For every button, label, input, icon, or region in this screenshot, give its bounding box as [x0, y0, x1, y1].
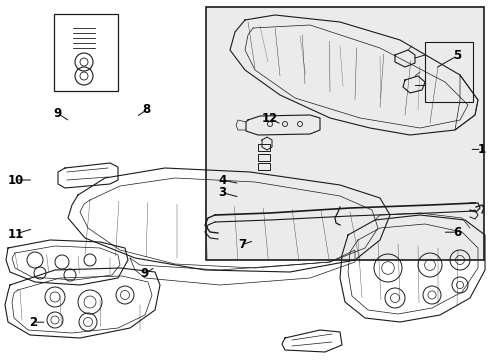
Bar [258, 163, 269, 170]
Bar [258, 144, 269, 151]
Bar [424, 42, 472, 102]
Text: 12: 12 [261, 112, 278, 125]
Text: 9: 9 [140, 267, 148, 280]
Text: 1: 1 [477, 143, 485, 156]
Text: 8: 8 [142, 103, 150, 116]
Text: 7: 7 [238, 238, 245, 251]
Text: 9: 9 [54, 107, 61, 120]
FancyBboxPatch shape [54, 14, 118, 91]
Text: 4: 4 [218, 174, 226, 186]
Text: 2: 2 [29, 316, 37, 329]
Text: 11: 11 [7, 228, 24, 240]
Text: 5: 5 [452, 49, 460, 62]
Text: 3: 3 [218, 186, 226, 199]
Text: 6: 6 [452, 226, 460, 239]
Bar [258, 154, 269, 161]
Bar [205, 7, 483, 260]
Text: 10: 10 [7, 174, 24, 186]
